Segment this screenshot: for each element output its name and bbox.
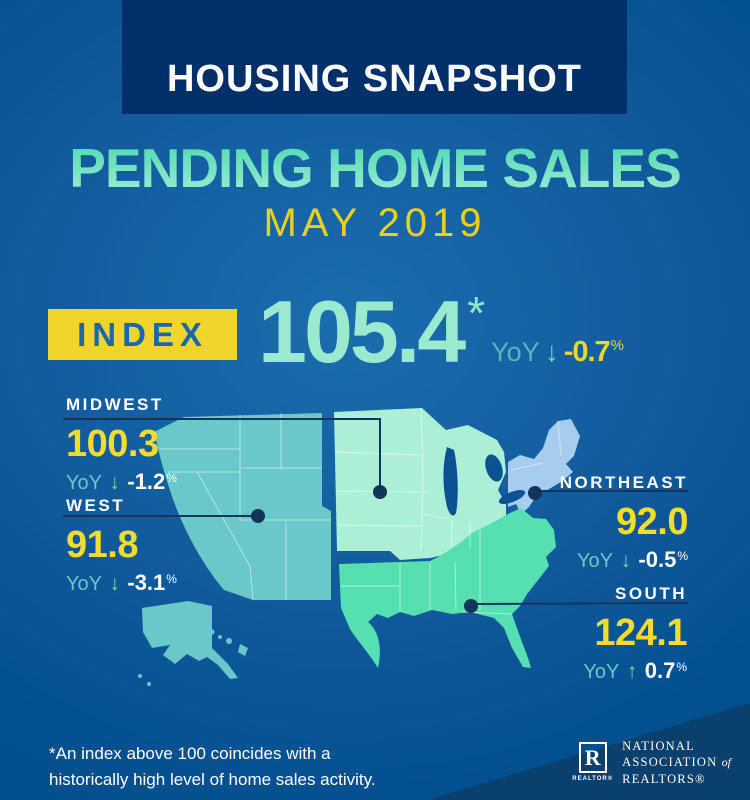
region-index-value: 124.1 [594, 612, 687, 654]
yoy-value: -3.1 [127, 570, 166, 595]
region-yoy: YoY ↓ -0.5% [560, 547, 688, 572]
state-lines-south [341, 529, 513, 615]
region-name: MIDWEST [66, 395, 164, 414]
yoy-value: 0.7 [644, 658, 676, 683]
map-region-midwest [334, 408, 506, 560]
yoy-label: YoY [66, 472, 102, 494]
yoy-label: YoY [583, 661, 620, 683]
callout-line-midwest [63, 418, 381, 488]
nar-org-conj: of [721, 755, 731, 770]
region-yoy: YoY ↓ -1.2% [66, 469, 177, 494]
nar-org-name: NATIONAL ASSOCIATION of REALTORS® [622, 738, 731, 787]
nar-org-line-2: ASSOCIATION of [622, 755, 731, 770]
nar-org-line-3: REALTORS® [622, 771, 706, 786]
region-index-value: 91.8 [66, 524, 138, 566]
index-yoy-label: YoY [491, 337, 540, 367]
index-badge: INDEX [48, 309, 237, 360]
page-title: PENDING HOME SALES [0, 136, 750, 200]
callout-dot-south [464, 599, 478, 613]
index-footnote-asterisk: * [467, 287, 486, 339]
map-hawaii-islands [138, 629, 248, 686]
callout-dot-west [251, 509, 265, 523]
region-callout-northeast: NORTHEAST 92.0 YoY ↓ -0.5% [559, 473, 689, 572]
map-alaska [142, 601, 238, 679]
yoy-label: YoY [66, 573, 102, 595]
index-value: 105.4 [258, 282, 466, 381]
realtor-wordmark: REALTOR® [572, 776, 614, 783]
yoy-value: -0.5 [638, 547, 677, 572]
arrow-down-icon: ↓ [544, 336, 559, 367]
yoy-value: -1.2 [127, 469, 166, 494]
map-region-west [154, 413, 331, 600]
nar-logo: R REALTOR® NATIONAL ASSOCIATION of REALT… [572, 738, 731, 787]
page-subtitle: MAY 2019 [263, 201, 487, 245]
state-lines-northeast [510, 420, 562, 471]
kicker-band: HOUSING SNAPSHOT [122, 0, 627, 114]
arrow-up-icon: ↑ [626, 660, 638, 683]
region-yoy: YoY ↓ -3.1% [66, 570, 177, 595]
index-yoy: YoY ↓ -0.7 % [491, 336, 624, 369]
nar-org-line-1: NATIONAL [622, 738, 695, 753]
region-callout-midwest: MIDWEST 100.3 YoY ↓ -1.2% [66, 396, 177, 493]
region-name: SOUTH [615, 584, 687, 603]
footnote-line-1: *An index above 100 coincides with a [49, 744, 331, 763]
map-region-south [339, 508, 556, 668]
region-yoy: YoY ↑ 0.7% [583, 658, 687, 683]
region-callout-south: SOUTH 124.1 YoY ↑ 0.7% [583, 585, 687, 682]
state-lines-west [160, 413, 331, 601]
footnote: *An index above 100 coincides with a his… [49, 741, 376, 794]
arrow-down-icon: ↓ [620, 549, 631, 572]
yoy-percent: % [677, 549, 688, 563]
region-name: WEST [66, 496, 126, 515]
index-yoy-percent: % [610, 337, 625, 354]
realtor-r-monogram: R [578, 742, 607, 774]
yoy-label: YoY [577, 550, 613, 572]
yoy-percent: % [166, 572, 177, 586]
kicker-text: HOUSING SNAPSHOT [166, 58, 583, 100]
yoy-percent: % [676, 660, 687, 674]
region-callout-west: WEST 91.8 YoY ↓ -3.1% [66, 497, 177, 594]
region-index-value: 92.0 [616, 501, 688, 543]
callout-line-south [475, 602, 689, 605]
map-region-northeast [508, 419, 580, 514]
region-name: NORTHEAST [559, 473, 688, 492]
callout-dot-midwest [373, 485, 387, 499]
great-lakes [443, 447, 526, 516]
footnote-line-2: historically high level of home sales ac… [49, 770, 376, 790]
index-yoy-value: -0.7 [563, 336, 611, 368]
arrow-down-icon: ↓ [109, 471, 120, 494]
arrow-down-icon: ↓ [109, 572, 120, 595]
callout-dot-northeast [528, 486, 542, 500]
region-index-value: 100.3 [66, 423, 159, 465]
national-index-row: INDEX 105.4 * YoY ↓ -0.7 % [48, 282, 624, 381]
realtor-mark: R REALTOR® [572, 742, 613, 782]
yoy-percent: % [166, 471, 177, 485]
